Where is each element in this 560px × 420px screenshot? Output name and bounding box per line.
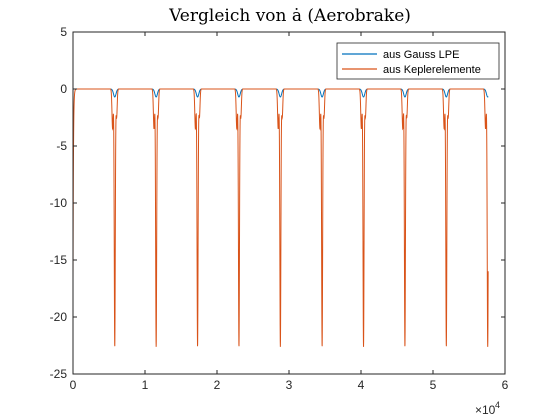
y-tick-label: -25 <box>50 367 68 381</box>
y-tick-label: -10 <box>50 196 68 210</box>
legend-label: aus Gauss LPE <box>383 49 459 61</box>
y-axis: 5 0 -5 -10 -15 -20 -25 <box>50 25 505 381</box>
x-tick-label: 6 <box>502 378 509 392</box>
x-tick-label: 4 <box>358 378 365 392</box>
x-tick-label: 1 <box>142 378 149 392</box>
plot-area <box>73 32 505 374</box>
series-line-2 <box>72 88 489 347</box>
x-exponent: ×10 4 <box>475 400 500 417</box>
x-exponent-power: 4 <box>495 400 500 410</box>
series-layer <box>72 88 489 347</box>
y-tick-label: -5 <box>56 139 67 153</box>
legend-label: aus Keplerelemente <box>383 64 481 76</box>
y-tick-label: 5 <box>60 25 67 39</box>
x-tick-label: 3 <box>286 378 293 392</box>
x-tick-label: 2 <box>214 378 221 392</box>
y-tick-label: 0 <box>60 82 67 96</box>
y-tick-label: -15 <box>50 253 68 267</box>
x-exponent-base: ×10 <box>475 403 496 417</box>
x-axis: 0 1 2 3 4 5 6 <box>70 32 509 392</box>
y-tick-label: -20 <box>50 310 68 324</box>
chart-title: Vergleich von ȧ (Aerobrake) <box>168 6 411 26</box>
x-tick-label: 0 <box>70 378 77 392</box>
legend: aus Gauss LPE aus Keplerelemente <box>336 42 500 80</box>
legend-box <box>336 42 500 80</box>
x-tick-label: 5 <box>430 378 437 392</box>
